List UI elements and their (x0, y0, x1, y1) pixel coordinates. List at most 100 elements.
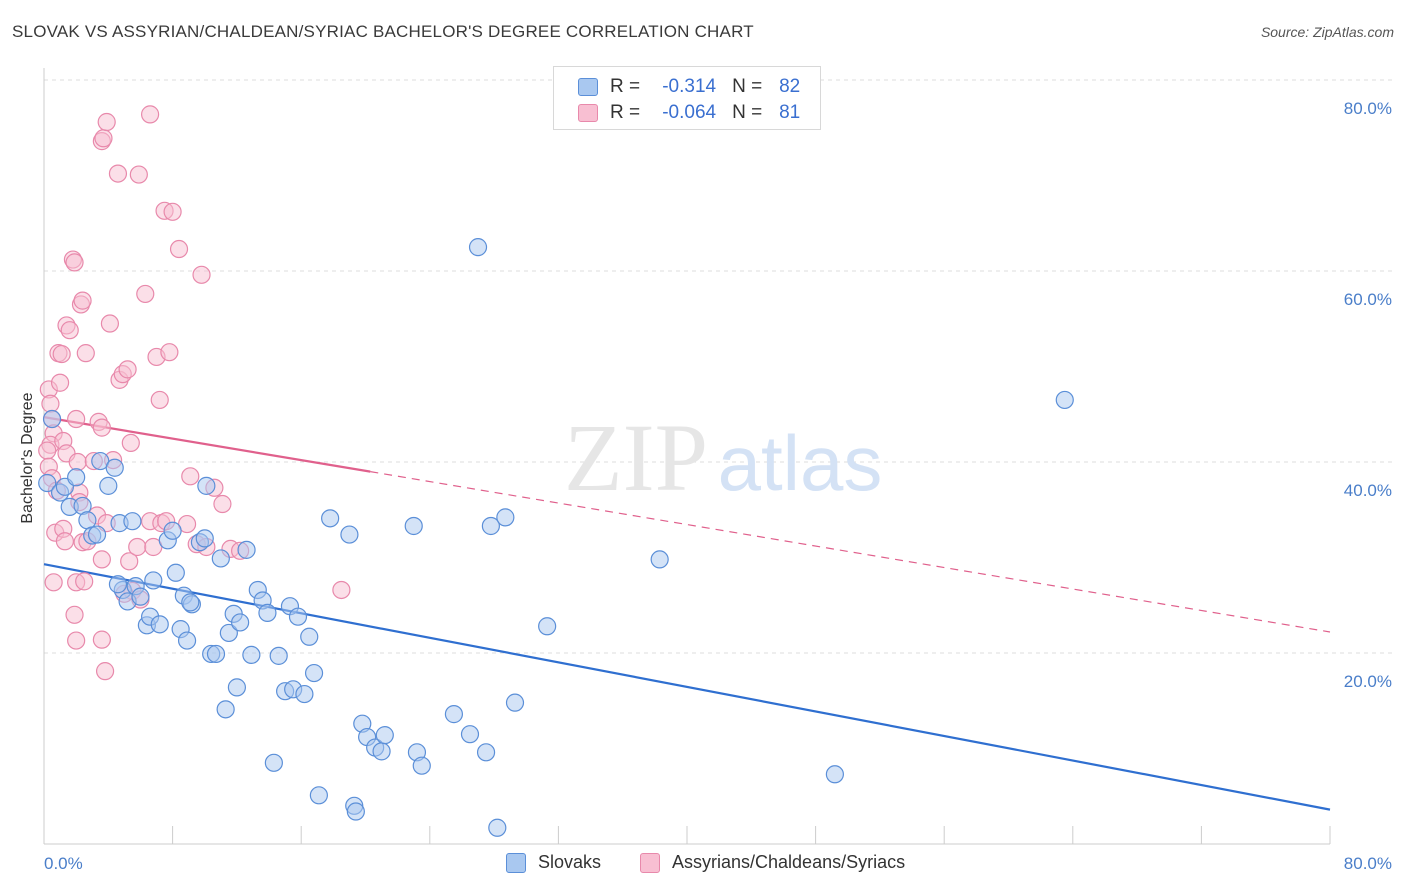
point-assyrian (150, 390, 169, 410)
point-slovak (87, 525, 107, 544)
legend-swatch-pink (640, 852, 660, 873)
point-slovak (488, 818, 507, 837)
source-label: Source: ZipAtlas.com (1260, 24, 1394, 40)
point-slovak (346, 802, 365, 821)
point-slovak (163, 521, 182, 540)
point-slovak (375, 726, 394, 745)
point-slovak (258, 603, 277, 622)
point-slovak (496, 508, 515, 527)
point-slovak (237, 540, 256, 559)
point-assyrian (160, 343, 179, 362)
point-slovak (505, 693, 525, 712)
point-assyrian (92, 630, 111, 649)
point-slovak (181, 593, 200, 612)
gridlines (44, 79, 1392, 654)
point-assyrian (73, 291, 92, 310)
tick-labels: 20.0% 40.0% 60.0% 80.0% 0.0% 80.0% (44, 99, 1392, 873)
point-assyrian (52, 344, 71, 364)
point-assyrian (121, 433, 140, 452)
point-assyrian (50, 373, 70, 392)
point-slovak (231, 613, 250, 632)
y-tick-label: 40.0% (1344, 481, 1392, 500)
point-assyrian (95, 662, 115, 681)
point-slovak (144, 571, 163, 590)
legend-swatch-blue (578, 78, 598, 96)
legend-r-value: -0.314 (662, 76, 717, 97)
point-assyrian (65, 605, 84, 624)
point-slovak (123, 512, 142, 531)
legend-n-value: 81 (779, 102, 801, 123)
point-assyrian (128, 537, 147, 557)
point-assyrian (60, 321, 79, 340)
legend-swatch-pink (578, 104, 598, 122)
point-slovak (295, 684, 314, 704)
y-tick-label: 80.0% (1344, 99, 1392, 118)
point-slovak (650, 550, 669, 569)
point-assyrian (41, 394, 60, 413)
x-tick-label: 80.0% (1344, 854, 1392, 873)
point-assyrian (75, 572, 94, 591)
point-slovak (38, 473, 57, 493)
point-slovak (78, 511, 97, 530)
point-slovak (269, 646, 288, 665)
series-legend: Slovaks Assyrians/Chaldeans/Syriacs (0, 852, 1406, 876)
point-slovak (309, 786, 328, 805)
point-assyrian (92, 550, 111, 569)
point-slovak (321, 509, 340, 528)
point-assyrian (169, 239, 189, 259)
point-slovak (108, 575, 128, 594)
point-slovak (227, 678, 246, 697)
point-assyrian (129, 165, 148, 184)
point-assyrian (213, 494, 232, 514)
point-slovak (1055, 390, 1074, 410)
point-slovak (444, 705, 464, 724)
point-assyrian (44, 573, 63, 592)
legend-n-value: 82 (779, 76, 801, 97)
point-slovak (99, 476, 118, 495)
point-assyrian (120, 552, 139, 571)
point-slovak (404, 516, 423, 536)
point-assyrian (94, 129, 113, 148)
point-slovak (206, 644, 226, 664)
point-assyrian (332, 580, 351, 600)
point-slovak (195, 529, 214, 548)
data-points (38, 105, 1074, 837)
chart-title: SLOVAK VS ASSYRIAN/CHALDEAN/SYRIAC BACHE… (12, 22, 754, 41)
point-slovak (42, 409, 62, 429)
point-slovak (166, 563, 185, 582)
point-assyrian (100, 314, 120, 333)
point-slovak (468, 238, 488, 257)
point-assyrian (118, 360, 137, 379)
point-slovak (67, 468, 86, 487)
point-slovak (105, 458, 124, 477)
legend-label-slovaks: Slovaks (538, 852, 602, 872)
point-slovak (264, 753, 283, 772)
point-slovak (825, 765, 844, 784)
watermark-zip: ZIP (564, 404, 708, 511)
point-slovak (242, 645, 261, 665)
point-assyrian (67, 631, 86, 650)
point-assyrian (97, 112, 116, 132)
point-slovak (300, 627, 319, 646)
point-slovak (476, 743, 496, 762)
legend-r-label: R = (610, 76, 641, 97)
legend-n-label: N = (732, 76, 763, 97)
legend-r-value: -0.064 (662, 102, 717, 123)
point-assyrian (140, 105, 160, 124)
point-slovak (304, 663, 324, 683)
point-slovak (197, 476, 216, 495)
point-assyrian (108, 164, 128, 183)
legend-row-assyrians: R = -0.064 N = 81 (578, 101, 800, 125)
legend-label-assyrians: Assyrians/Chaldeans/Syriacs (672, 852, 906, 872)
point-assyrian (67, 409, 86, 429)
legend-item-assyrians: Assyrians/Chaldeans/Syriacs (640, 852, 905, 873)
point-assyrian (192, 265, 211, 284)
x-tick-label: 0.0% (44, 854, 83, 873)
point-assyrian (76, 344, 95, 363)
point-assyrian (92, 418, 111, 437)
point-assyrian (38, 441, 57, 460)
point-slovak (288, 607, 308, 626)
legend-swatch-blue (506, 852, 526, 873)
watermark-atlas: atlas (718, 419, 883, 507)
y-tick-label: 20.0% (1344, 672, 1392, 691)
